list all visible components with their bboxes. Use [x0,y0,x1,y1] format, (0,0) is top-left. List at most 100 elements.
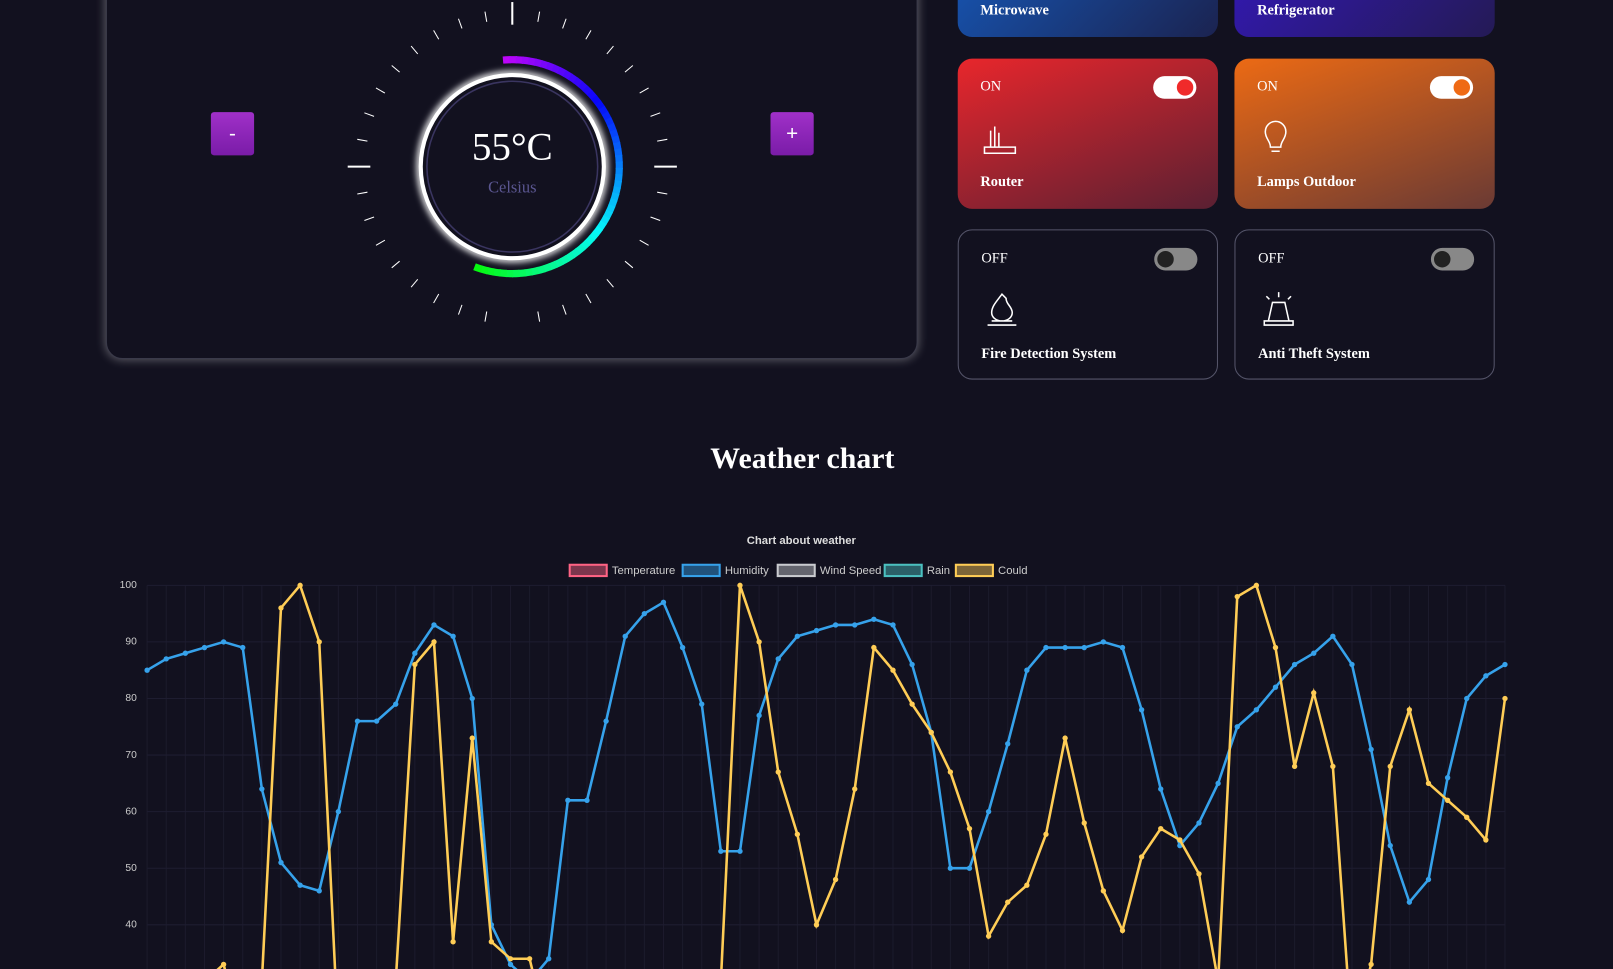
data-point [526,956,533,962]
data-point [450,939,456,945]
data-point [297,882,303,888]
data-point [1444,797,1451,804]
data-point [220,961,227,968]
device-name: Anti Theft System [1258,346,1370,363]
dial-tick [357,138,368,142]
data-point [1253,582,1260,589]
data-point [852,786,858,792]
data-point [1406,899,1413,905]
data-point [584,797,590,804]
data-point [450,633,456,639]
data-point [507,961,514,968]
data-point [1425,876,1432,883]
data-point [1502,661,1508,668]
data-point [852,622,858,628]
device-icon [1264,120,1287,152]
dial: 55°C Celsius [347,2,677,322]
device-card[interactable]: Microwave [957,0,1218,38]
data-point [1502,695,1508,702]
legend-label: Temperature [612,565,675,577]
dial-tick [457,304,463,315]
data-point [1483,673,1489,679]
dial-tick [410,279,419,288]
data-point [1062,644,1068,651]
data-point [737,582,743,589]
device-status: ON [980,79,1002,95]
series-line [216,582,1507,969]
device-card[interactable]: Router ON [957,58,1218,209]
data-point [832,622,839,628]
data-point [871,644,877,651]
dial-tick [391,65,400,73]
data-point [546,956,552,962]
data-point [1043,831,1049,837]
device-card[interactable]: Fire Detection System OFF [957,229,1218,380]
y-tick-label: 100 [120,580,137,591]
data-point [813,627,820,634]
data-point [1253,707,1260,713]
data-point [775,769,781,775]
toggle[interactable] [1430,247,1475,271]
data-point [259,786,265,792]
dial-tick [657,138,668,142]
y-tick-label: 40 [125,920,137,931]
data-point [1483,837,1489,843]
dial-tick [606,279,614,288]
data-point [1119,644,1126,651]
data-point [1138,854,1145,860]
dial-tick [375,87,386,94]
data-point [278,859,284,866]
data-point [278,605,284,611]
dial-inner [426,80,599,253]
toggle[interactable] [1153,76,1197,99]
minus-button[interactable]: - [210,112,255,156]
device-status: ON [1257,79,1278,95]
data-point [699,701,705,707]
legend-label: Humidity [725,565,769,577]
data-point [335,808,342,815]
data-point [1368,961,1374,968]
toggle[interactable] [1429,76,1474,99]
data-point [163,656,169,662]
data-point [756,639,762,645]
data-point [947,769,954,775]
data-point [679,644,686,651]
dial-tick [357,191,368,195]
device-card[interactable]: Refrigerator [1234,0,1495,38]
dial-tick [391,260,400,269]
dial-tick [562,18,567,29]
data-point [1387,842,1393,849]
toggle-knob [1157,251,1174,268]
data-point [1311,690,1317,696]
dial-tick [606,45,614,55]
toggle[interactable] [1154,247,1198,271]
data-point [1119,927,1126,934]
data-point [794,831,801,837]
dial-tick [537,311,541,322]
device-status: OFF [981,251,1008,267]
legend-swatch [954,563,994,578]
data-point [393,701,399,707]
data-point [966,865,973,871]
data-point [1368,746,1374,753]
data-point [1406,707,1413,713]
y-tick-label: 70 [125,750,137,761]
toggle-knob [1176,79,1194,96]
device-card[interactable]: Anti Theft System OFF [1234,229,1495,380]
data-point [1081,820,1087,826]
toggle-knob [1453,79,1471,96]
data-point [373,718,380,724]
y-tick-label: 50 [125,863,137,874]
dial-tick [650,112,661,117]
data-point [947,865,954,871]
data-point [718,848,724,854]
dial-tick [457,18,463,29]
data-point [603,718,609,724]
legend-swatch [681,563,721,578]
data-point [431,622,437,628]
data-point [1024,882,1030,888]
data-point [431,639,437,645]
device-card[interactable]: Lamps Outdoor ON [1234,58,1495,209]
plus-button[interactable]: + [770,112,814,156]
